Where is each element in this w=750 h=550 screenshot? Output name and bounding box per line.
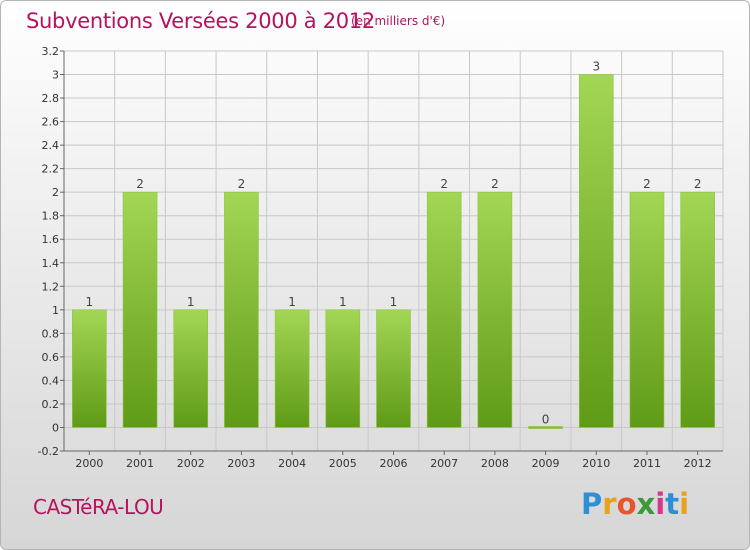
x-tick-label: 2002 [177,457,205,470]
chart-subtitle: (en milliers d'€) [351,14,446,28]
bar-2003 [224,191,259,428]
logo-letter: o [616,487,637,521]
data-label-2006: 1 [390,295,398,309]
y-tick-label: 0.6 [42,351,60,364]
data-label-2002: 1 [187,295,195,309]
data-label-2003: 2 [238,177,246,191]
bar-2002 [173,309,209,428]
x-tick-label: 2005 [329,457,357,470]
logo-letter: r [602,487,617,521]
x-tick-label: 2011 [633,457,661,470]
data-label-2007: 2 [440,177,448,191]
y-tick-label: 3.2 [42,45,60,58]
data-label-2011: 2 [643,177,651,191]
data-label-2012: 2 [694,177,702,191]
y-tick-label: 1.2 [42,280,60,293]
y-tick-label: 1.4 [42,257,60,270]
x-tick-label: 2003 [227,457,255,470]
y-tick-label: 0.8 [42,327,60,340]
proxiti-logo[interactable]: Proxiti [581,487,689,521]
x-tick-label: 2000 [75,457,103,470]
y-tick-label: 2 [52,186,59,199]
bar-2001 [122,191,158,428]
axes: -0.2 0 0.2 0.4 0.6 0.8 1 1.2 1.4 1.6 1.8 2 2.2 2.4 2.6… [38,45,723,470]
bar-2000 [72,309,107,428]
chart-title: Subventions Versées 2000 à 2012 [26,9,375,33]
data-label-2001: 2 [136,177,144,191]
bar-2010 [578,74,614,428]
bar-2007 [426,191,462,428]
x-tick-label: 2001 [126,457,154,470]
x-tick-label: 2004 [278,457,306,470]
x-tick-label: 2008 [481,457,509,470]
bar-2009 [528,426,563,429]
data-labels: 1 2 1 2 1 1 1 2 2 0 3 2 2 [86,60,702,427]
y-tick-label: 0.4 [42,374,60,387]
y-tick-label: 1.6 [42,233,60,246]
y-tick-label: -0.2 [38,445,59,458]
y-tick-label: 1.8 [42,210,60,223]
commune-name: CASTéRA-LOU [33,495,164,519]
x-tick-label: 2010 [582,457,610,470]
logo-letter: t [665,487,680,521]
bar-2008 [477,191,513,428]
data-label-2000: 1 [86,295,94,309]
logo-letter: i [679,487,690,521]
data-label-2005: 1 [339,295,347,309]
logo-letter: P [581,487,603,521]
x-tick-label: 2007 [430,457,458,470]
bar-2011 [629,191,665,428]
data-label-2009: 0 [542,412,550,426]
y-tick-label: 0.2 [42,398,60,411]
y-tick-label: 3 [52,69,59,82]
x-tick-label: 2012 [684,457,712,470]
bar-2012 [680,191,715,428]
data-label-2004: 1 [288,295,296,309]
y-tick-label: 0 [52,421,59,434]
data-label-2010: 3 [592,60,600,74]
y-tick-label: 2.2 [42,163,60,176]
y-tick-label: 1 [52,304,59,317]
bar-2005 [325,309,361,428]
bar-2004 [274,309,310,428]
bar-2006 [376,309,411,428]
data-label-2008: 2 [491,177,499,191]
y-tick-label: 2.4 [42,139,60,152]
bars [72,74,715,429]
y-tick-label: 2.8 [42,92,60,105]
y-tick-label: 2.6 [42,116,60,129]
x-tick-label: 2009 [532,457,560,470]
x-tick-label: 2006 [380,457,408,470]
logo-letter: i [655,487,666,521]
logo-letter: x [636,487,656,521]
